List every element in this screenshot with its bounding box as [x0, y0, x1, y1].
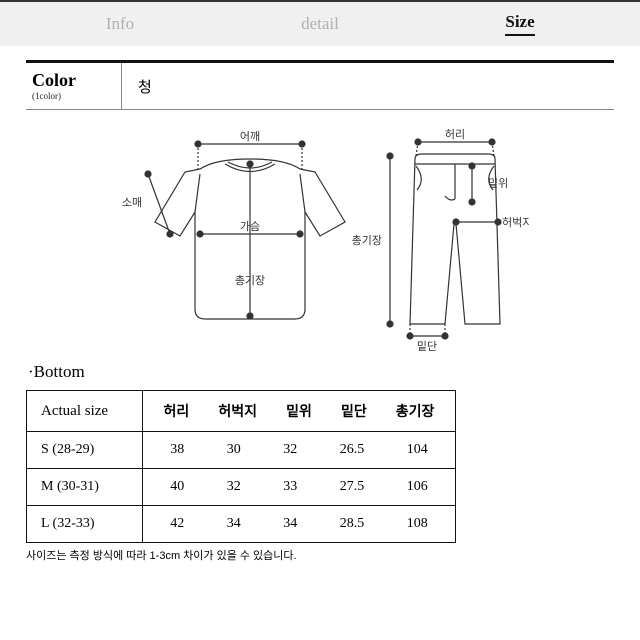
header-measures: 허리 허벅지 밑위 밑단 총기장 — [143, 391, 456, 432]
table-header-row: Actual size 허리 허벅지 밑위 밑단 총기장 — [27, 391, 456, 432]
row-label: M (30-31) — [27, 469, 143, 506]
size-table: Actual size 허리 허벅지 밑위 밑단 총기장 S (28-29)38… — [26, 390, 456, 543]
table-row: M (30-31) 40 32 33 27.5 106 — [27, 469, 456, 506]
content: Color (1color) 청 어깨 — [0, 46, 640, 563]
cell-value: 28.5 — [340, 516, 365, 532]
cell-value: 42 — [170, 516, 184, 532]
row-values: 38 30 32 26.5 104 — [143, 432, 456, 469]
cell-value: 33 — [283, 479, 297, 495]
row-values: 40 32 33 27.5 106 — [143, 469, 456, 506]
label-pants-length: 총기장 — [352, 234, 382, 247]
label-hem: 밑단 — [417, 340, 437, 353]
cell-value: 32 — [283, 442, 297, 458]
row-label: L (32-33) — [27, 506, 143, 543]
header-col-3: 밑단 — [341, 401, 367, 421]
cell-value: 40 — [170, 479, 184, 495]
header-col-2: 밑위 — [286, 401, 312, 421]
row-values: 42 34 34 28.5 108 — [143, 506, 456, 543]
cell-value: 26.5 — [340, 442, 365, 458]
cell-value: 27.5 — [340, 479, 365, 495]
cell-value: 108 — [407, 516, 428, 532]
tab-info-label: Info — [106, 14, 134, 34]
table-row: S (28-29) 38 30 32 26.5 104 — [27, 432, 456, 469]
color-row: Color (1color) 청 — [26, 60, 614, 110]
cell-value: 34 — [283, 516, 297, 532]
label-rise: 밑위 — [488, 177, 508, 190]
measurement-diagram: 어깨 소매 가슴 총기장 — [110, 124, 530, 354]
color-label-cell: Color (1color) — [26, 63, 122, 109]
color-subtitle: (1color) — [32, 91, 121, 101]
color-value: 청 — [122, 63, 614, 109]
diagram-area: 어깨 소매 가슴 총기장 — [26, 124, 614, 354]
label-shoulder: 어깨 — [240, 130, 260, 143]
row-label: S (28-29) — [27, 432, 143, 469]
cell-value: 34 — [227, 516, 241, 532]
label-thigh: 허벅지 — [502, 216, 530, 229]
label-length: 총기장 — [235, 274, 265, 287]
tab-bar: Info detail Size — [0, 0, 640, 46]
header-col-1: 허벅지 — [218, 401, 257, 421]
tab-detail-label: detail — [301, 14, 339, 34]
label-sleeve: 소매 — [122, 196, 142, 209]
header-col-0: 허리 — [164, 401, 190, 421]
tab-size-label: Size — [505, 12, 534, 36]
tab-detail[interactable]: detail — [220, 2, 420, 46]
size-note: 사이즈는 측정 방식에 따라 1-3cm 차이가 있을 수 있습니다. — [26, 547, 614, 563]
header-actual-size: Actual size — [27, 391, 143, 432]
header-col-4: 총기장 — [396, 401, 435, 421]
cell-value: 32 — [227, 479, 241, 495]
table-row: L (32-33) 42 34 34 28.5 108 — [27, 506, 456, 543]
tab-info[interactable]: Info — [20, 2, 220, 46]
color-title: Color — [32, 71, 121, 91]
cell-value: 38 — [170, 442, 184, 458]
label-waist: 허리 — [445, 128, 465, 141]
section-bottom-title: ·Bottom — [28, 362, 614, 382]
cell-value: 104 — [407, 442, 428, 458]
cell-value: 30 — [227, 442, 241, 458]
cell-value: 106 — [407, 479, 428, 495]
tab-size[interactable]: Size — [420, 2, 620, 46]
